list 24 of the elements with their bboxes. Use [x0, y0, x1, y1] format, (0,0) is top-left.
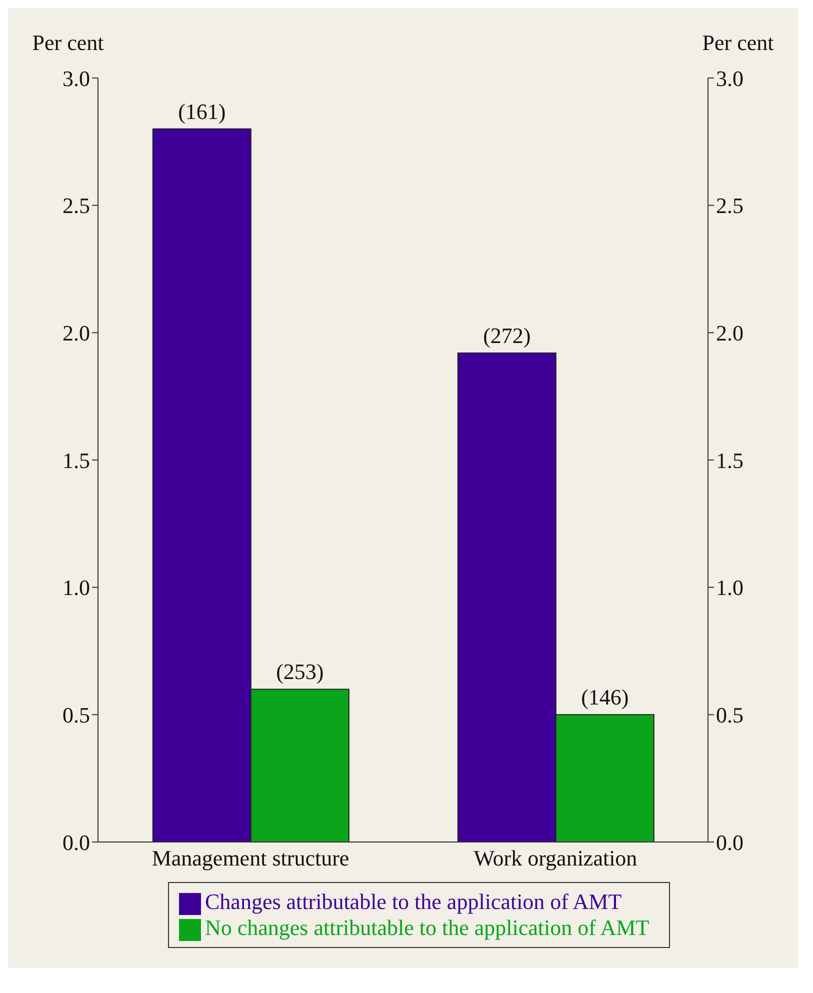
y-tick-label: 2.5: [62, 193, 90, 218]
annotation: (253): [276, 659, 324, 684]
annotation: (272): [483, 323, 531, 348]
y2-tick-label: 0.0: [716, 830, 744, 855]
annotation: (161): [178, 98, 226, 124]
annotation: (146): [581, 684, 629, 710]
legend-label: Changes attributable to the application of AMT: [205, 889, 622, 914]
y2-axis-title: Per cent: [702, 30, 774, 55]
y2-tick-label: 3.0: [716, 66, 744, 91]
y-tick-label: 0.0: [62, 830, 90, 855]
y2-tick-label: 2.5: [716, 193, 744, 218]
y-tick-label: 3.0: [62, 66, 90, 91]
y-axis-title: Per cent: [32, 30, 104, 55]
y2-tick-label: 0.5: [716, 702, 744, 728]
y-tick-label: 0.5: [62, 702, 90, 728]
y2-tick-label: 1.0: [716, 575, 744, 600]
y2-tick-label: 2.0: [716, 320, 744, 346]
x-tick-label: Management structure: [152, 846, 350, 871]
y2-tick-label: 1.5: [716, 448, 744, 473]
legend-label: No changes attributable to the application of AMT: [205, 915, 650, 940]
y-tick-label: 1.0: [62, 575, 90, 600]
y-tick-label: 2.0: [62, 320, 90, 346]
x-tick-label: Work organization: [474, 846, 638, 871]
y-tick-label: 1.5: [62, 448, 90, 473]
